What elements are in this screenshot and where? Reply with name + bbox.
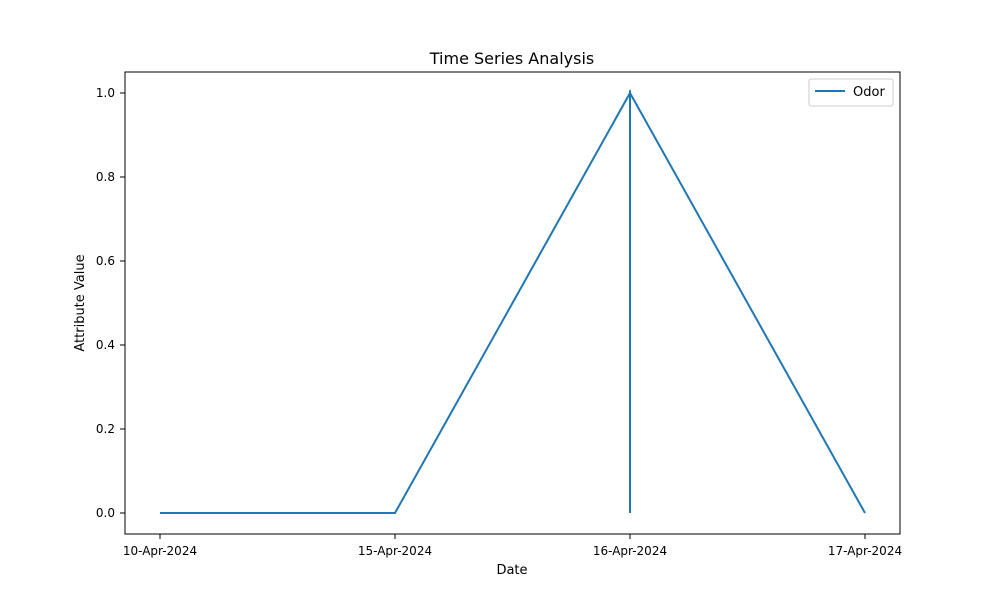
y-axis: 0.0 0.2 0.4 0.6 0.8 1.0 bbox=[96, 86, 125, 520]
legend-label-odor: Odor bbox=[853, 85, 885, 100]
x-tick-label: 17-Apr-2024 bbox=[828, 544, 902, 558]
x-tick-label: 16-Apr-2024 bbox=[593, 544, 667, 558]
series-line-odor bbox=[160, 89, 866, 514]
x-axis-label: Date bbox=[496, 563, 527, 578]
y-tick-label: 0.2 bbox=[96, 422, 115, 436]
legend: Odor bbox=[808, 78, 894, 107]
y-tick-label: 1.0 bbox=[96, 86, 115, 100]
y-tick-label: 0.6 bbox=[96, 254, 115, 268]
legend-box bbox=[808, 78, 894, 107]
x-axis: 10-Apr-2024 15-Apr-2024 16-Apr-2024 17-Apr-… bbox=[123, 534, 902, 558]
x-tick-label: 15-Apr-2024 bbox=[358, 544, 432, 558]
series-layer bbox=[160, 89, 866, 514]
y-axis-label: Attribute Value bbox=[73, 254, 88, 351]
y-tick-label: 0.0 bbox=[96, 506, 115, 520]
x-tick-label: 10-Apr-2024 bbox=[123, 544, 197, 558]
y-tick-label: 0.8 bbox=[96, 170, 115, 184]
y-tick-label: 0.4 bbox=[96, 338, 115, 352]
chart-title: Time Series Analysis bbox=[429, 49, 594, 68]
